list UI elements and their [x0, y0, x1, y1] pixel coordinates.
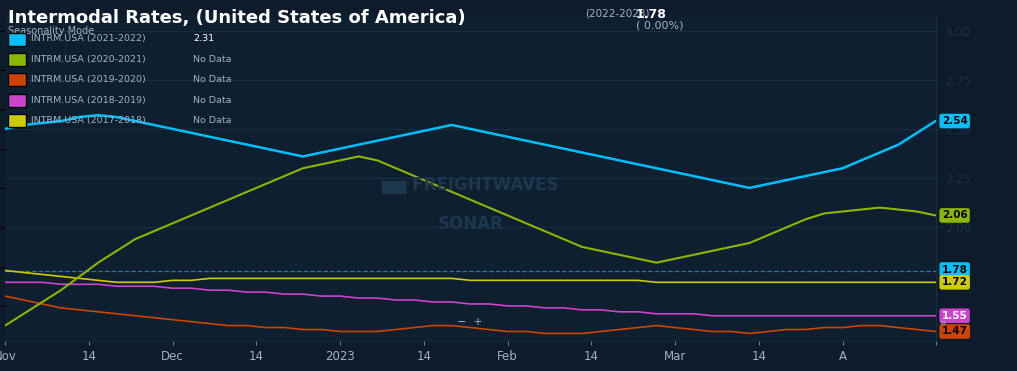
- Text: INTRM.USA (2017-2018): INTRM.USA (2017-2018): [31, 116, 145, 125]
- Text: No Data: No Data: [193, 116, 232, 125]
- Text: 1.78: 1.78: [942, 265, 967, 275]
- Text: 1.47: 1.47: [942, 326, 968, 336]
- Text: ( 0.00%): ( 0.00%): [636, 20, 683, 30]
- Text: Intermodal Rates, (United States of America): Intermodal Rates, (United States of Amer…: [8, 9, 466, 27]
- Text: SONAR: SONAR: [437, 215, 503, 233]
- Text: 2.31: 2.31: [193, 35, 215, 43]
- Text: Seasonality Mode: Seasonality Mode: [8, 26, 95, 36]
- Text: (2022-2023): (2022-2023): [585, 8, 649, 18]
- Text: ▆▆ FREIGHTWAVES: ▆▆ FREIGHTWAVES: [381, 175, 559, 194]
- Text: 1.78: 1.78: [636, 8, 666, 21]
- Text: −  +: − +: [458, 317, 483, 326]
- Text: No Data: No Data: [193, 96, 232, 105]
- Text: »: »: [940, 318, 947, 328]
- Text: 1.55: 1.55: [942, 311, 967, 321]
- Text: INTRM.USA (2021-2022): INTRM.USA (2021-2022): [31, 35, 145, 43]
- Text: INTRM.USA (2020-2021): INTRM.USA (2020-2021): [31, 55, 145, 64]
- Text: 2.06: 2.06: [942, 210, 967, 220]
- Text: No Data: No Data: [193, 55, 232, 64]
- Text: No Data: No Data: [193, 75, 232, 84]
- Text: INTRM.USA (2019-2020): INTRM.USA (2019-2020): [31, 75, 145, 84]
- Text: 1.72: 1.72: [942, 277, 967, 287]
- Text: INTRM.USA (2018-2019): INTRM.USA (2018-2019): [31, 96, 145, 105]
- Text: 2.54: 2.54: [942, 116, 967, 126]
